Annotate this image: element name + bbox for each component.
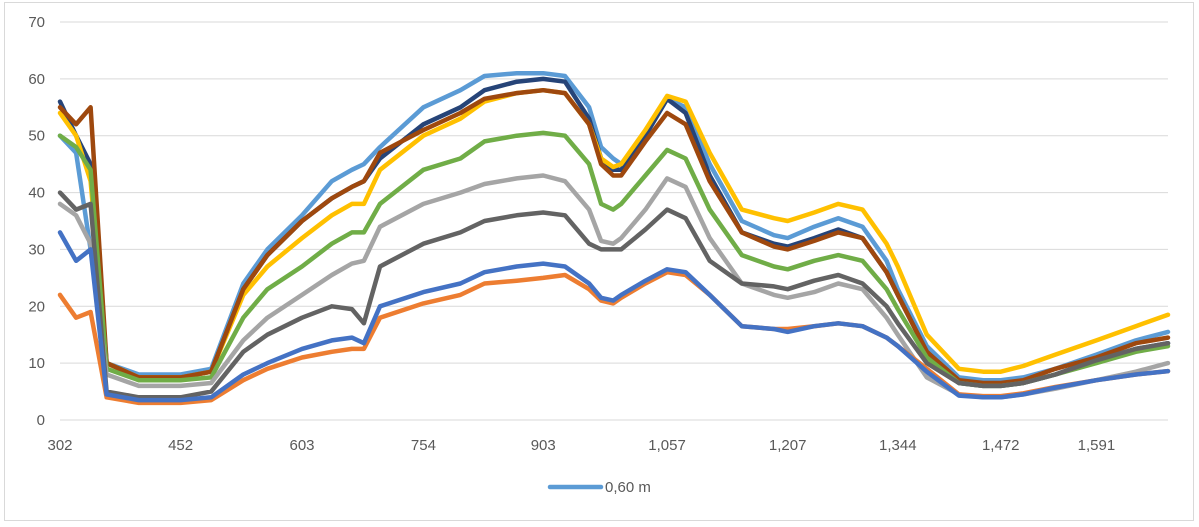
series-lines [57,70,1171,406]
series-line-3 [57,87,1171,380]
x-tick-label: 302 [47,437,72,454]
x-tick-label: 1,591 [1078,437,1116,454]
x-axis-tick-labels: 302 452 603 754 903 1,057 1,207 1,344 1,472 1,591 [47,437,1115,454]
x-tick-label: 754 [411,437,436,454]
y-tick-label: 10 [28,355,45,372]
series-line-1 [57,70,1171,383]
x-tick-label: 1,344 [879,437,917,454]
gridlines [60,21,1168,421]
legend: 0,60 m [547,479,651,496]
chart-area: 0 10 20 30 40 50 60 70 302 452 603 754 903 1,057 1,20… [4,2,1194,521]
y-tick-label: 20 [28,298,45,315]
x-tick-label: 1,057 [648,437,686,454]
x-tick-label: 603 [290,437,315,454]
y-tick-label: 70 [28,14,45,31]
y-axis-tick-labels: 0 10 20 30 40 50 60 70 [28,14,45,429]
x-tick-label: 452 [168,437,193,454]
x-tick-label: 903 [531,437,556,454]
y-tick-label: 50 [28,128,45,145]
y-tick-label: 0 [37,412,45,429]
series-line-9 [57,230,1171,403]
x-tick-label: 1,472 [982,437,1020,454]
y-tick-label: 30 [28,241,45,258]
y-tick-label: 40 [28,185,45,202]
series-line-7 [57,190,1171,400]
y-tick-label: 60 [28,71,45,88]
legend-label: 0,60 m [605,479,651,496]
line-chart: 0 10 20 30 40 50 60 70 302 452 603 754 903 1,057 1,20… [28,14,1171,496]
x-tick-label: 1,207 [769,437,807,454]
series-line-4 [57,87,1171,386]
